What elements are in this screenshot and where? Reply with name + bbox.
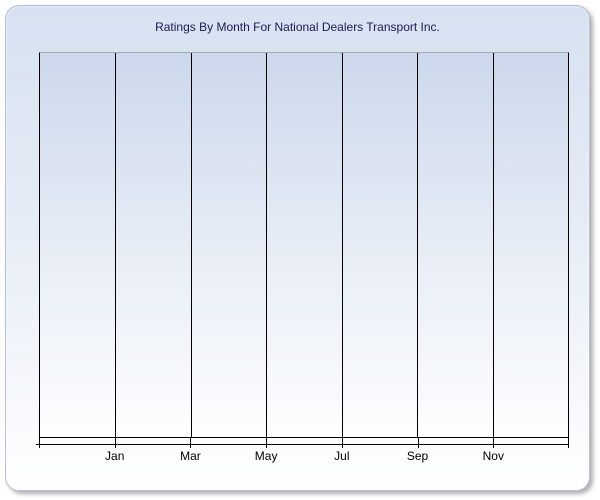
- chart-panel: Ratings By Month For National Dealers Tr…: [5, 5, 590, 491]
- gridline: [341, 53, 343, 437]
- x-axis-tick: [190, 438, 192, 448]
- x-axis-tick: [114, 438, 116, 448]
- gridline: [492, 53, 494, 437]
- x-axis-tick-label: Mar: [180, 449, 201, 463]
- x-axis-tick: [417, 438, 419, 448]
- gridline: [417, 53, 419, 437]
- x-axis-tick-label: Jan: [105, 449, 125, 463]
- x-axis-line: [36, 444, 569, 445]
- x-axis-tick-label: Jul: [334, 449, 350, 463]
- gridline: [115, 53, 117, 437]
- gridline: [190, 53, 192, 437]
- plot-area: [39, 52, 569, 438]
- x-axis-tick-label: Sep: [406, 449, 429, 463]
- x-axis-tick: [341, 438, 343, 448]
- gridline: [266, 53, 268, 437]
- x-axis-tick: [39, 438, 40, 448]
- x-axis-tick: [266, 438, 268, 448]
- x-axis-tick: [568, 438, 569, 448]
- x-axis-ticks: [39, 438, 569, 448]
- x-axis-tick-label: May: [254, 449, 278, 463]
- x-axis-tick: [493, 438, 495, 448]
- x-axis-tick-label: Nov: [482, 449, 504, 463]
- x-axis-labels: Jan Mar May Jul Sep Nov: [39, 447, 569, 463]
- gridlines-layer: [40, 53, 568, 437]
- chart-title: Ratings By Month For National Dealers Tr…: [155, 20, 440, 34]
